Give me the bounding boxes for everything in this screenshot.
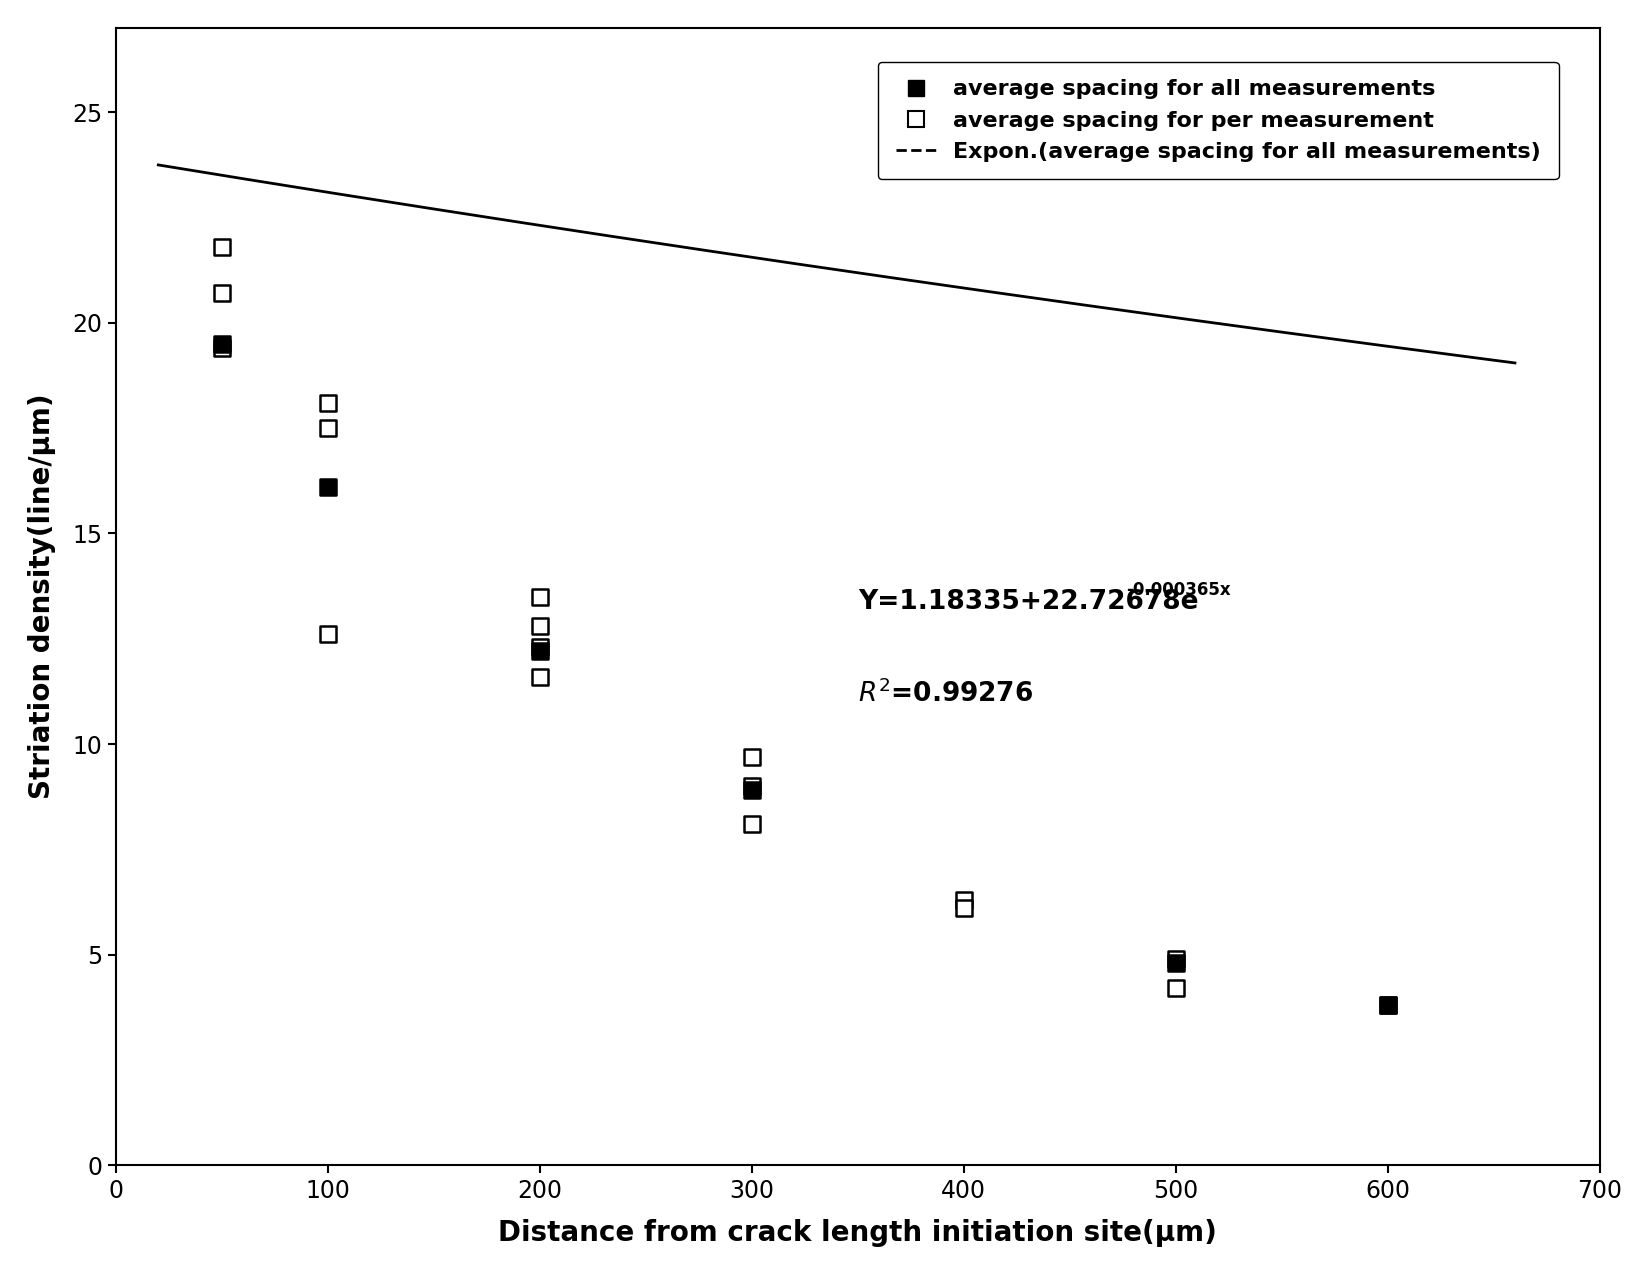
Point [1163, 952, 1190, 973]
Legend: average spacing for all measurements, average spacing for per measurement, Expon: average spacing for all measurements, av… [878, 61, 1559, 180]
Point [315, 418, 342, 439]
Point [1163, 978, 1190, 998]
Point [739, 776, 766, 797]
Point [1374, 994, 1401, 1015]
Point [315, 477, 342, 497]
Y-axis label: Striation density(line/μm): Striation density(line/μm) [28, 394, 56, 799]
Point [208, 283, 234, 303]
Point [526, 616, 553, 636]
Point [739, 813, 766, 834]
Text: -0.000365x: -0.000365x [1125, 581, 1231, 599]
Point [950, 898, 977, 918]
Point [208, 237, 234, 258]
Point [315, 625, 342, 645]
Point [526, 667, 553, 687]
Point [1163, 949, 1190, 969]
Point [950, 890, 977, 910]
Point [315, 393, 342, 413]
Point [526, 641, 553, 662]
Point [526, 586, 553, 607]
Point [526, 638, 553, 658]
X-axis label: Distance from crack length initiation site(μm): Distance from crack length initiation si… [498, 1219, 1218, 1247]
Point [739, 746, 766, 766]
Point [208, 334, 234, 354]
Point [739, 780, 766, 801]
Point [208, 338, 234, 358]
Text: Y=1.18335+22.72678e: Y=1.18335+22.72678e [858, 589, 1198, 616]
Text: $R^2$=0.99276: $R^2$=0.99276 [858, 680, 1033, 708]
Point [1374, 994, 1401, 1015]
